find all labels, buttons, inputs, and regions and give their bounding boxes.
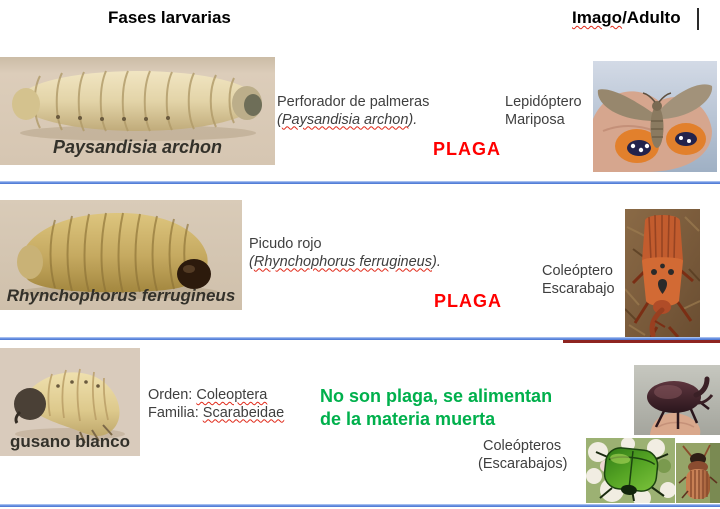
- taxonomy-order: Orden: Coleoptera: [148, 387, 284, 405]
- row2-scientific-name: (Rhynchophorus ferrugineus).: [249, 254, 441, 272]
- order-label: Orden:: [148, 387, 197, 403]
- note-line-2: de la materia muerta: [320, 409, 496, 429]
- column-title-adult: Imago/Adulto: [572, 8, 681, 28]
- row2-description: Picudo rojo (Rhynchophorus ferrugineus).: [249, 236, 441, 271]
- photo-moth-adult: [593, 61, 717, 172]
- photo-rhynchophorus-larva: Rhynchophorus ferrugineus: [0, 200, 242, 310]
- row1-adult-common: Mariposa: [505, 111, 565, 128]
- family-value: Scarabeidae: [202, 404, 285, 421]
- row3-adult-type: Coleópteros (Escarabajos): [478, 438, 567, 473]
- paysandisia-larva-illustration: [0, 57, 275, 165]
- row1-adult-type: Lepidóptero Mariposa: [505, 94, 582, 129]
- not-plague-note: No son plaga, se alimentan de la materia…: [320, 385, 552, 431]
- row3-adult-common: (Escarabajos): [478, 455, 568, 472]
- photo-paysandisia-larva: Paysandisia archon: [0, 57, 275, 165]
- row1-adult-order: Lepidóptero: [505, 94, 582, 110]
- family-label: Familia:: [148, 404, 203, 421]
- note-line-1: No son plaga, se alimentan: [320, 386, 553, 406]
- rhinoceros-beetle-illustration: [634, 365, 720, 435]
- weevil-illustration: [625, 209, 700, 337]
- column-title-larvae: Fases larvarias: [108, 8, 231, 27]
- row1-sci-word: Paysandisia archon: [281, 111, 409, 128]
- plague-label-2: PLAGA: [434, 291, 502, 311]
- row2-sci-close: ).: [431, 253, 441, 270]
- row2-sci-word: Rhynchophorus ferrugineus: [253, 253, 432, 270]
- white-grub-illustration: [0, 348, 140, 456]
- order-value: Coleoptera: [196, 387, 268, 403]
- photo-caption-grub: gusano blanco: [10, 432, 130, 451]
- column-title-adult-rest: /Adulto: [622, 8, 681, 27]
- row2-sci-open: (: [249, 253, 254, 270]
- photo-caption-rhynchophorus: Rhynchophorus ferrugineus: [6, 286, 236, 305]
- moth-illustration: [593, 61, 717, 172]
- photo-rhinoceros-beetle: [634, 365, 720, 435]
- divider-2: [0, 337, 720, 340]
- plague-label-1: PLAGA: [433, 139, 501, 159]
- rhynchophorus-larva-illustration: [0, 200, 242, 310]
- text-cursor: [697, 8, 699, 30]
- row2-common-name: Picudo rojo: [249, 236, 322, 252]
- row1-sci-close: ).: [408, 111, 418, 128]
- taxonomy-family: Familia: Scarabeidae: [148, 405, 284, 423]
- divider-bottom: [0, 504, 720, 507]
- row3-taxonomy: Orden: Coleoptera Familia: Scarabeidae: [148, 387, 284, 422]
- row2-adult-common: Escarabajo: [542, 280, 615, 297]
- divider-1: [0, 181, 720, 184]
- photo-white-grub: gusano blanco: [0, 348, 140, 456]
- red-line: [563, 340, 720, 343]
- column-title-adult-word: Imago: [572, 8, 623, 27]
- photo-caption-paysandisia: Paysandisia archon: [52, 137, 223, 157]
- row1-description: Perforador de palmeras (Paysandisia arch…: [277, 94, 429, 129]
- green-chafer-illustration: [586, 438, 675, 503]
- row2-adult-type: Coleóptero Escarabajo: [542, 263, 615, 298]
- photo-weevil-adult: [625, 209, 700, 337]
- row2-adult-order: Coleóptero: [542, 263, 613, 279]
- row3-adult-order: Coleópteros: [483, 438, 562, 454]
- cockchafer-illustration: [676, 443, 720, 503]
- photo-cockchafer-beetle: [676, 443, 720, 503]
- photo-green-chafer-beetle: [586, 438, 675, 503]
- row1-common-name: Perforador de palmeras: [277, 94, 430, 110]
- row1-scientific-name: (Paysandisia archon).: [277, 112, 429, 130]
- row1-sci-open: (: [277, 111, 282, 128]
